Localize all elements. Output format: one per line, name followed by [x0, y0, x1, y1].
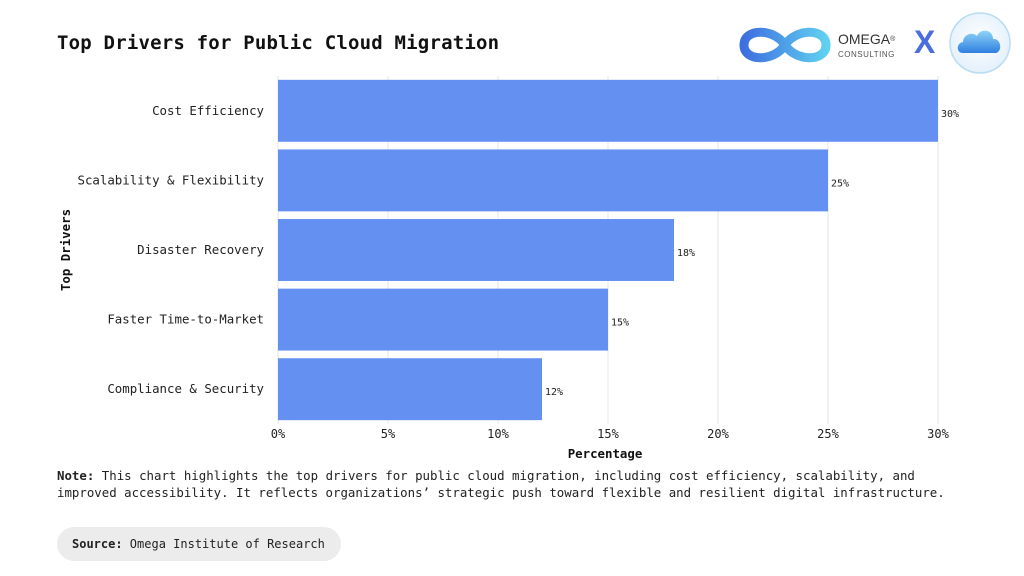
value-label: 18% [677, 248, 695, 259]
bar [278, 149, 828, 212]
omega-infinity-logo-icon [739, 27, 831, 63]
category-label: Cost Efficiency [152, 103, 264, 118]
chart-title: Top Drivers for Public Cloud Migration [57, 32, 500, 54]
value-label: 25% [831, 178, 849, 189]
category-label: Disaster Recovery [137, 242, 264, 257]
category-label: Faster Time-to-Market [107, 312, 264, 327]
y-axis-label: Top Drivers [58, 209, 73, 291]
bar [278, 358, 542, 421]
x-tick-label: 20% [707, 427, 729, 441]
cloud-icon [949, 12, 1011, 74]
brand-name: OMEGA® CONSULTING [838, 31, 896, 59]
category-label: Scalability & Flexibility [78, 172, 265, 187]
note-label: Note: [57, 468, 95, 483]
note-text: This chart highlights the top drivers fo… [57, 468, 945, 500]
x-tick-label: 25% [817, 427, 839, 441]
x-axis-label: Percentage [568, 446, 643, 461]
bar [278, 288, 608, 351]
x-tick-label: 0% [271, 427, 286, 441]
chart-note: Note: This chart highlights the top driv… [57, 467, 957, 501]
value-label: 15% [611, 318, 629, 329]
x-tick-label: 5% [381, 427, 396, 441]
category-label: Compliance & Security [107, 381, 264, 396]
x-tick-label: 30% [927, 427, 949, 441]
bar [278, 79, 938, 142]
x-tick-label: 10% [487, 427, 509, 441]
source-label: Source: [72, 537, 123, 551]
brand-logos: OMEGA® CONSULTING X [736, 10, 1016, 76]
source-badge: Source: Omega Institute of Research [57, 527, 341, 561]
bar [278, 219, 674, 281]
bar-chart: Cost Efficiency 30% Scalability & Flexibil… [58, 76, 959, 461]
x-tick-label: 15% [597, 427, 619, 441]
logo-separator: X [914, 24, 936, 60]
source-text: Omega Institute of Research [122, 537, 325, 551]
value-label: 12% [545, 387, 563, 398]
value-label: 30% [941, 109, 959, 120]
